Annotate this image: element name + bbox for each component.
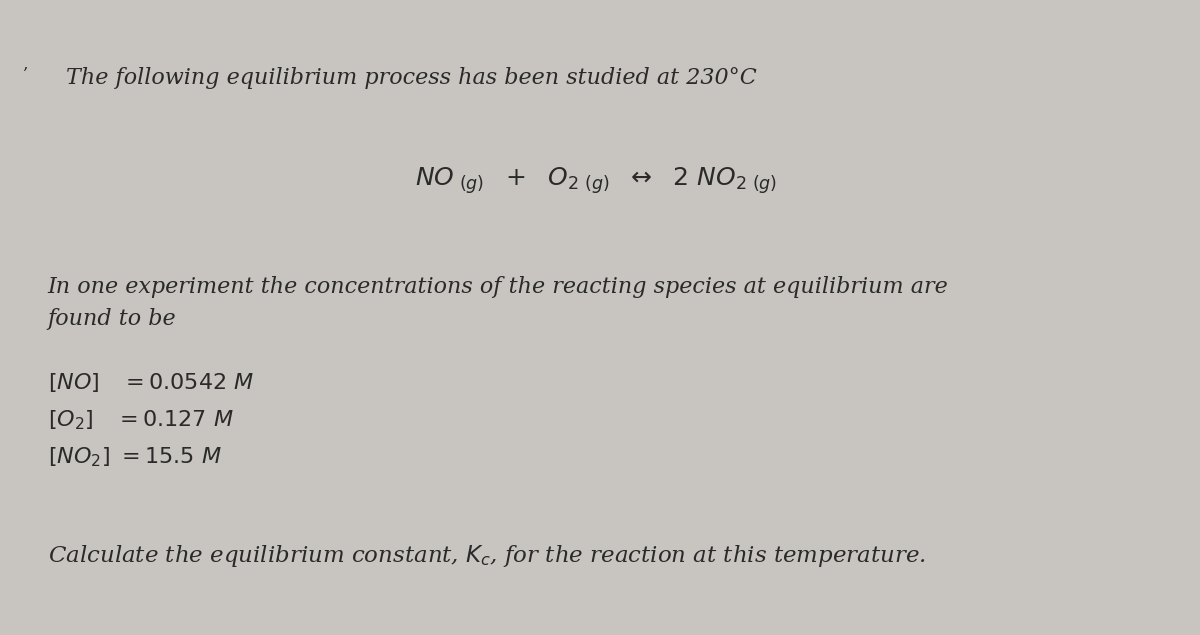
Text: $[NO]\ \ \ = 0.0542\ M$: $[NO]\ \ \ = 0.0542\ M$	[48, 371, 254, 394]
Text: Calculate the equilibrium constant, $K_c$, for the reaction at this temperature.: Calculate the equilibrium constant, $K_c…	[48, 543, 925, 569]
Text: ’: ’	[22, 67, 26, 82]
Text: $[O_2]\ \ \ = 0.127\ M$: $[O_2]\ \ \ = 0.127\ M$	[48, 408, 234, 432]
Text: In one experiment the concentrations of the reacting species at equilibrium are
: In one experiment the concentrations of …	[48, 276, 948, 330]
Text: $\it{NO}_{\ (g)}\ \ +\ \ \it{O}_{2\ (g)}\ \ \leftrightarrow\ \ 2\ \it{NO}_{2\ (g: $\it{NO}_{\ (g)}\ \ +\ \ \it{O}_{2\ (g)}…	[415, 166, 778, 196]
Text: $[NO_2]\ = 15.5\ M$: $[NO_2]\ = 15.5\ M$	[48, 445, 222, 469]
Text: The following equilibrium process has been studied at 230°C: The following equilibrium process has be…	[66, 67, 756, 89]
